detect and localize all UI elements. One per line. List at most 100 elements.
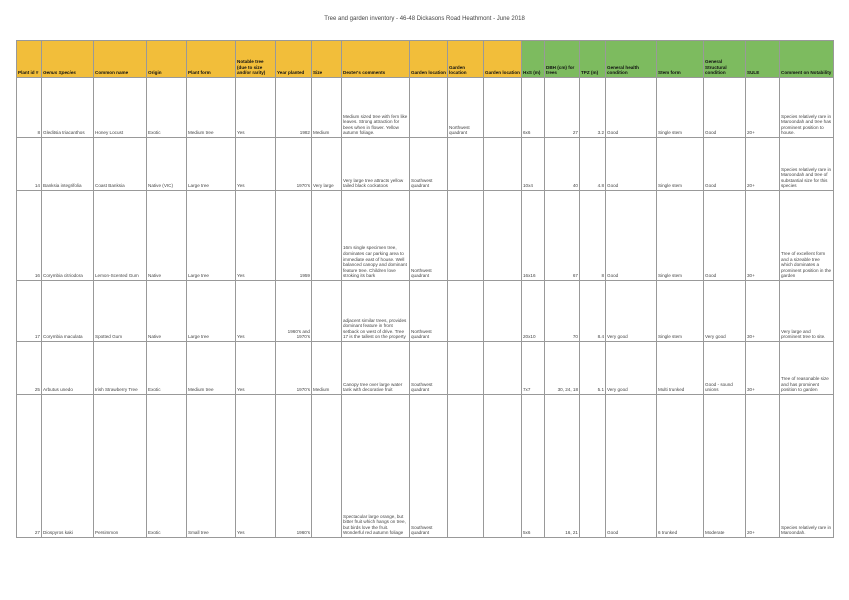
col-header-notable: Notable tree (due to size and/or rarity): [235, 40, 276, 78]
cell-common-name: Lemon-Scented Gum: [93, 190, 147, 281]
cell-structural: Good: [703, 77, 746, 138]
col-header-year: Year planted: [275, 40, 312, 78]
cell-dbh: 16, 21: [544, 394, 580, 538]
cell-origin: Native: [146, 280, 187, 342]
cell-sule: 20+: [745, 394, 780, 538]
table-row: 17 Corymbia maculata Spotted Gum Native Larg…: [16, 280, 834, 342]
cell-health: Good: [605, 394, 657, 538]
cell-garden-location-3: [483, 137, 522, 191]
cell-notable: Yes: [235, 394, 276, 538]
cell-stem-form: Single stem: [656, 137, 704, 191]
cell-sule: 30+: [745, 190, 780, 281]
cell-hxs: 20x10: [521, 280, 545, 342]
cell-health: Good: [605, 137, 657, 191]
cell-health: Good: [605, 77, 657, 138]
cell-sule: 20+: [745, 137, 780, 191]
cell-garden-location-3: [483, 394, 522, 538]
cell-year-planted: 1959: [275, 190, 312, 281]
cell-plant-form: Medium tree: [186, 341, 236, 395]
cell-structural: Good: [703, 137, 746, 191]
table-body: 8 Gleditsia triacanthos Honey Locust Exotic…: [16, 77, 834, 538]
col-header-garden-location-2: Garden location: [447, 40, 484, 78]
table-row: 8 Gleditsia triacanthos Honey Locust Exotic…: [16, 77, 834, 138]
cell-plant-form: Large tree: [186, 190, 236, 281]
cell-tpz: [579, 394, 606, 538]
cell-notable: Yes: [235, 341, 276, 395]
cell-dexter-comments: 16m single specimen tree, dominates car …: [341, 190, 410, 281]
cell-notable: Yes: [235, 190, 276, 281]
cell-size: [311, 190, 342, 281]
cell-garden-location-3: [483, 341, 522, 395]
cell-notability: Tree of excellent form and a sizeable tr…: [779, 190, 834, 281]
cell-plant-id: 17: [16, 280, 42, 342]
cell-tpz: 5.1: [579, 341, 606, 395]
cell-dexter-comments: Very large tree attracts yellow tailed b…: [341, 137, 410, 191]
cell-hxs: 10x4: [521, 137, 545, 191]
cell-garden-location-2: [447, 190, 484, 281]
cell-garden-location-1: Northwest quadrant: [409, 280, 448, 342]
cell-health: Very good: [605, 341, 657, 395]
cell-structural: Moderate: [703, 394, 746, 538]
cell-size: [311, 280, 342, 342]
cell-sule: 30+: [745, 280, 780, 342]
cell-notability: Tree of reasonable size and has prominen…: [779, 341, 834, 395]
cell-tpz: 8: [579, 190, 606, 281]
cell-year-planted: 1970's: [275, 137, 312, 191]
col-header-genus: Genus Species: [41, 40, 94, 78]
cell-plant-form: Large tree: [186, 280, 236, 342]
cell-garden-location-2: [447, 341, 484, 395]
table-row: 16 Corymbia citriodora Lemon-Scented Gum Na…: [16, 190, 834, 281]
cell-plant-id: 25: [16, 341, 42, 395]
col-header-stem-form: Stem form: [656, 40, 704, 78]
cell-hxs: 6x6: [521, 77, 545, 138]
inventory-table: Plant id # Genus Species Common name Ori…: [16, 40, 834, 538]
cell-size: Medium: [311, 77, 342, 138]
cell-hxs: 5x6: [521, 394, 545, 538]
cell-notable: Yes: [235, 77, 276, 138]
cell-stem-form: 6 trunked: [656, 394, 704, 538]
cell-sule: 30+: [745, 341, 780, 395]
cell-notability: Species relatively rare in Maroondah and…: [779, 137, 834, 191]
table-row: 14 Banksia integrifolia Coast Banksia Nativ…: [16, 137, 834, 191]
col-header-garden-location-3: Garden location: [483, 40, 522, 78]
cell-common-name: Honey Locust: [93, 77, 147, 138]
cell-plant-id: 14: [16, 137, 42, 191]
cell-health: Very good: [605, 280, 657, 342]
col-header-dexter: Dexter's comments: [341, 40, 410, 78]
col-header-notability: Comment on Notability: [779, 40, 834, 78]
cell-origin: Exotic: [146, 341, 187, 395]
cell-year-planted: 1960's: [275, 394, 312, 538]
cell-genus-species: Corymbia maculata: [41, 280, 94, 342]
cell-hxs: 7x7: [521, 341, 545, 395]
cell-structural: Good - sound unions: [703, 341, 746, 395]
cell-size: [311, 394, 342, 538]
cell-dbh: 67: [544, 190, 580, 281]
cell-origin: Exotic: [146, 77, 187, 138]
col-header-plant-form: Plant form: [186, 40, 236, 78]
cell-garden-location-3: [483, 190, 522, 281]
cell-garden-location-1: [409, 77, 448, 138]
cell-health: Good: [605, 190, 657, 281]
cell-common-name: Irish Strawberry Tree: [93, 341, 147, 395]
table-row: 27 Diospyros kaki Persimmon Exotic Small tre…: [16, 394, 834, 538]
cell-year-planted: 1960's and 1970's: [275, 280, 312, 342]
cell-genus-species: Banksia integrifolia: [41, 137, 94, 191]
col-header-garden-location-1: Garden location: [409, 40, 448, 78]
cell-notability: Species relatively rare in Maroondah and…: [779, 77, 834, 138]
cell-plant-id: 8: [16, 77, 42, 138]
cell-year-planted: 1982: [275, 77, 312, 138]
cell-garden-location-1: Southwest quadrant: [409, 394, 448, 538]
cell-garden-location-3: [483, 77, 522, 138]
cell-common-name: Spotted Gum: [93, 280, 147, 342]
cell-sule: 20+: [745, 77, 780, 138]
page-title: Tree and garden inventory - 46-48 Dickas…: [324, 16, 525, 22]
cell-garden-location-2: [447, 394, 484, 538]
cell-dbh: 27: [544, 77, 580, 138]
cell-tpz: 4.8: [579, 137, 606, 191]
cell-stem-form: Multi trunked: [656, 341, 704, 395]
cell-garden-location-2: [447, 137, 484, 191]
cell-dexter-comments: Medium sized tree with fern like leaves.…: [341, 77, 410, 138]
cell-garden-location-1: Southwest quadrant: [409, 341, 448, 395]
cell-notable: Yes: [235, 137, 276, 191]
cell-origin: Exotic: [146, 394, 187, 538]
